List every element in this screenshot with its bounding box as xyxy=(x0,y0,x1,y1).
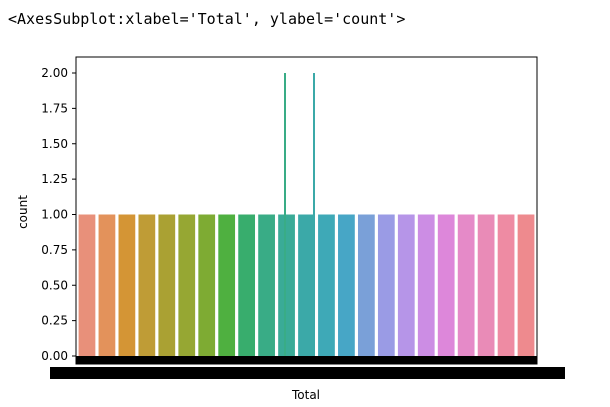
x-tick-labels-overlapping xyxy=(50,367,565,379)
bar xyxy=(258,214,275,356)
y-axis-ticks: 0.00 0.25 0.50 0.75 1.00 1.25 1.50 1.75 2.00 xyxy=(41,66,76,363)
y-tick-label: 0.25 xyxy=(41,314,68,328)
bar xyxy=(118,214,136,356)
bar xyxy=(417,214,435,356)
x-tick-marks-dense xyxy=(76,356,537,364)
bar xyxy=(517,214,535,356)
y-tick-label: 1.75 xyxy=(41,101,68,115)
bar xyxy=(158,214,176,356)
bar xyxy=(457,214,475,356)
y-tick-label: 1.25 xyxy=(41,172,68,186)
bar xyxy=(318,214,335,356)
bar xyxy=(397,214,415,356)
bar xyxy=(298,214,315,356)
x-axis-label: Total xyxy=(291,388,320,402)
bar xyxy=(437,214,455,356)
bar xyxy=(338,214,355,356)
y-axis-label: count xyxy=(16,195,30,229)
y-tick-label: 0.50 xyxy=(41,278,68,292)
bar xyxy=(78,214,96,356)
spike-group xyxy=(284,73,315,356)
bar xyxy=(138,214,156,356)
y-tick-label: 1.50 xyxy=(41,137,68,151)
bar xyxy=(218,214,236,356)
spike-bar xyxy=(284,73,286,356)
axes-subplot-repr: <AxesSubplot:xlabel='Total', ylabel='cou… xyxy=(8,10,406,28)
y-tick-label: 1.00 xyxy=(41,208,68,222)
y-tick-label: 2.00 xyxy=(41,66,68,80)
bar xyxy=(178,214,196,356)
bar xyxy=(377,214,395,356)
bar xyxy=(497,214,515,356)
bar xyxy=(357,214,375,356)
bar xyxy=(238,214,256,356)
bar-group xyxy=(78,214,535,356)
bar xyxy=(278,214,295,356)
y-tick-label: 0.75 xyxy=(41,243,68,257)
y-tick-label: 0.00 xyxy=(41,349,68,363)
bar xyxy=(98,214,116,356)
spike-bar xyxy=(313,73,315,356)
bar xyxy=(198,214,216,356)
bar xyxy=(477,214,495,356)
x-axis-ticks xyxy=(50,356,565,379)
